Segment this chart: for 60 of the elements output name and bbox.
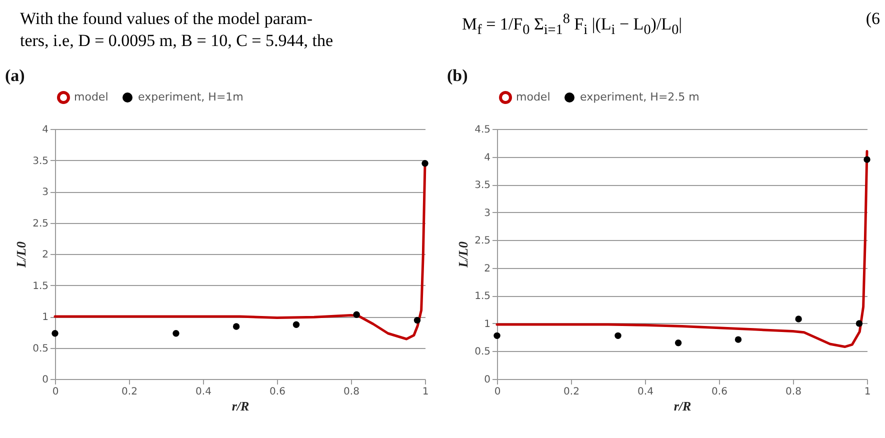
x-axis-title: r/R [232,398,250,414]
legend-label: experiment, H=1m [138,90,244,104]
y-tick-label: 3 [42,187,48,198]
x-tick-label: 0 [52,386,59,398]
x-tick-label: 0.2 [564,386,580,398]
legend-label: model [516,90,550,104]
y-tick-label: 4 [484,152,490,164]
y-axis-title: L/L0 [14,241,29,268]
y-tick-label: 2.5 [32,218,48,230]
x-tick-label: 0.6 [712,386,728,398]
y-tick-label: 1.5 [32,280,48,292]
point [52,330,58,337]
point [232,323,240,330]
y-tick-label: 4 [42,124,48,136]
x-tick-label: 0.4 [638,386,654,398]
text: ters, i.e, D = 0.0095 m, B = 10, C = 5.944, the [20,30,334,52]
text: (6 [866,8,880,30]
y-tick-label: 3 [484,208,490,219]
point [172,330,180,337]
point [292,321,300,328]
y-tick-label: 0.5 [32,343,48,354]
y-tick-label: 0.5 [474,346,490,358]
x-tick-label: 0 [494,386,501,398]
y-tick-label: 3.5 [474,180,490,192]
y-axis-title: L/L0 [456,241,471,268]
x-axis-title: r/R [674,398,692,414]
y-tick-label: 0 [484,374,490,386]
text: With the found values of the model param- [20,8,314,30]
point [494,332,500,340]
x-tick-label: 0.2 [122,386,138,398]
y-tick-label: 2.5 [474,236,490,247]
legend-label: model [74,90,108,104]
point [414,316,421,324]
point [795,316,802,322]
point [864,156,870,163]
x-tick-label: 1 [422,386,429,398]
y-tick-label: 1.5 [474,291,490,302]
y-tick-label: 1 [484,318,490,330]
y-tick-label: 2 [484,263,490,274]
x-tick-label: 0.8 [786,386,802,398]
y-tick-label: 3.5 [32,156,48,167]
point [674,340,682,346]
point [856,320,863,327]
x-tick-label: 0.8 [344,386,360,398]
x-tick-label: 0.6 [270,386,286,398]
line-series [496,150,868,348]
x-tick-label: 0.4 [196,386,212,398]
text: M$_{f}$ = 1/F$_{0}$ Σ$_{i=1}$$^{8}$ F$_{i}$ |(L$_{i}$ − L$_{0}$)/L$_{0}$| [462,11,682,38]
chart-title: (b) [447,66,468,85]
y-tick-label: 2 [42,250,48,260]
y-tick-label: 0 [42,374,48,386]
chart-title: (a) [5,66,25,85]
point [614,332,622,340]
y-tick-label: 1 [42,312,48,323]
point [422,160,428,167]
y-tick-label: 4.5 [474,124,490,136]
point [353,311,360,318]
legend-label: experiment, H=2.5 m [580,90,700,104]
point [734,336,742,343]
x-tick-label: 1 [864,386,871,398]
